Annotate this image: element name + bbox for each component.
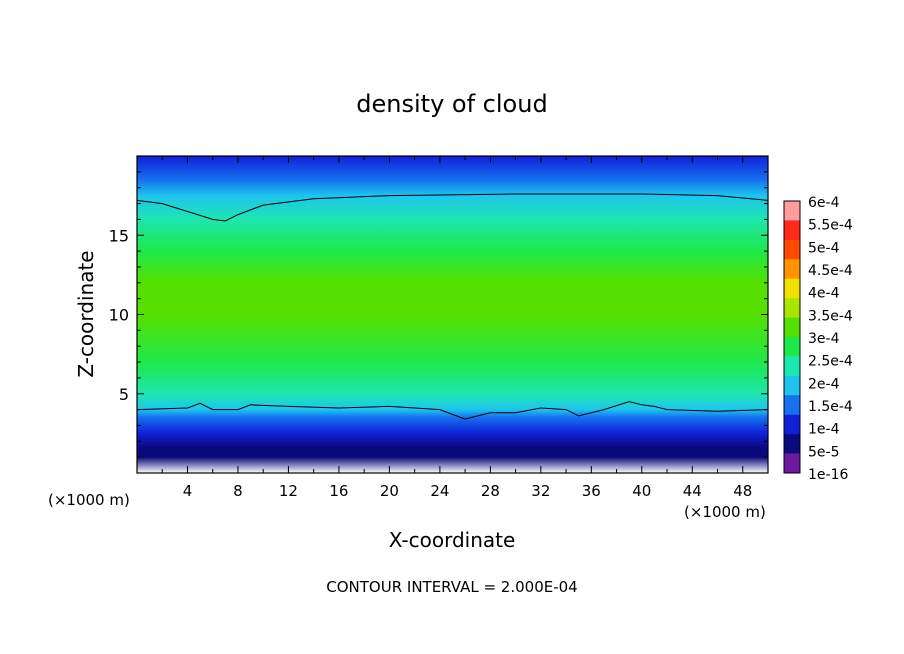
colorbar-label: 5e-4 <box>808 240 840 256</box>
x-tick-label: 28 <box>481 482 500 500</box>
colorbar-swatch <box>784 337 800 357</box>
colorbar-swatch <box>784 298 800 318</box>
plot-area <box>137 156 768 473</box>
x-axis-ticks: 4 8 12 16 20 24 28 32 36 40 44 48 <box>161 156 752 500</box>
colorbar-label: 4e-4 <box>808 286 840 302</box>
colorbar-label: 5.5e-4 <box>808 218 853 234</box>
colorbar-label: 4.5e-4 <box>808 263 853 279</box>
colorbar-swatch <box>784 375 800 396</box>
y-tick-label: 15 <box>109 226 129 245</box>
colorbar-label: 5e-5 <box>808 444 839 460</box>
y-axis-label: Z-coordinate <box>74 250 98 377</box>
x-tick-label: 16 <box>329 482 348 500</box>
x-tick-label: 36 <box>582 482 601 500</box>
colorbar-swatch <box>784 201 800 221</box>
chart-title: density of cloud <box>356 90 547 118</box>
x-tick-label: 32 <box>531 482 550 500</box>
colorbar-swatch <box>784 317 800 338</box>
contour-line-lower <box>137 401 768 420</box>
colorbar-swatch <box>784 259 800 280</box>
colorbar-swatch <box>784 414 800 435</box>
x-tick-label: 40 <box>632 482 651 500</box>
density-field <box>137 156 768 473</box>
colorbar-swatch <box>784 453 800 474</box>
x-tick-label: 4 <box>183 482 193 500</box>
y-axis-ticks: 5 10 15 <box>109 171 768 458</box>
colorbar-label: 3e-4 <box>808 331 840 347</box>
x-tick-label: 20 <box>380 482 399 500</box>
colorbar-label: 1e-16 <box>808 467 848 483</box>
colorbar-swatch <box>784 278 800 299</box>
x-tick-label: 48 <box>733 482 752 500</box>
x-unit-label-right: (×1000 m) <box>684 503 766 521</box>
colorbar-swatch <box>784 239 800 260</box>
contour-line-upper <box>137 193 768 222</box>
colorbar-swatch <box>784 356 800 377</box>
colorbar-swatch <box>784 220 800 241</box>
colorbar-swatch <box>784 395 800 416</box>
x-tick-label: 8 <box>233 482 243 500</box>
x-axis-label: X-coordinate <box>389 528 516 552</box>
x-tick-label: 44 <box>683 482 702 500</box>
colorbar-label: 1.5e-4 <box>808 399 853 415</box>
colorbar-swatch <box>784 434 800 454</box>
x-tick-label: 24 <box>430 482 449 500</box>
colorbar-frame <box>783 200 801 474</box>
x-unit-label: (×1000 m) <box>48 491 130 509</box>
contour-interval-note: CONTOUR INTERVAL = 2.000E-04 <box>326 578 577 596</box>
y-tick-label: 10 <box>109 306 129 325</box>
x-tick-label: 12 <box>279 482 298 500</box>
colorbar-label: 3.5e-4 <box>808 308 853 324</box>
colorbar-label: 2.5e-4 <box>808 354 853 370</box>
colorbar-label: 1e-4 <box>808 422 840 438</box>
colorbar-label: 2e-4 <box>808 376 840 392</box>
colorbar: 6e-4 5.5e-4 5e-4 4.5e-4 4e-4 3.5e-4 3e-4 2.5e-4… <box>783 195 853 483</box>
colorbar-label: 6e-4 <box>808 195 840 211</box>
y-tick-label: 5 <box>119 385 129 404</box>
